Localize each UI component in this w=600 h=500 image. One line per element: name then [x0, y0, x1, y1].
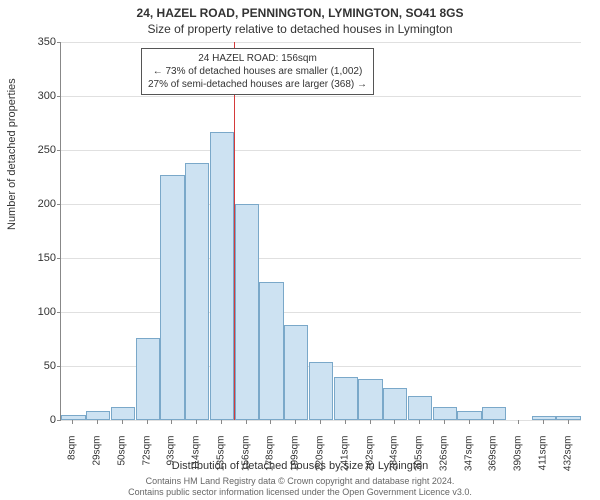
y-tick [57, 96, 61, 97]
x-tick [518, 420, 519, 424]
histogram-bar [284, 325, 308, 420]
histogram-bar [185, 163, 209, 420]
y-tick-label: 50 [16, 360, 56, 372]
gridline [61, 204, 581, 205]
footer-line2: Contains public sector information licen… [0, 487, 600, 498]
y-tick-label: 100 [16, 306, 56, 318]
y-tick [57, 258, 61, 259]
histogram-bar [556, 416, 580, 420]
histogram-bar [86, 411, 110, 420]
x-tick [469, 420, 470, 424]
x-tick [320, 420, 321, 424]
chart-footer: Contains HM Land Registry data © Crown c… [0, 476, 600, 498]
x-tick [270, 420, 271, 424]
x-tick [370, 420, 371, 424]
histogram-bar [235, 204, 259, 420]
histogram-bar [358, 379, 382, 420]
y-tick [57, 42, 61, 43]
x-tick [171, 420, 172, 424]
chart-title-sub: Size of property relative to detached ho… [0, 22, 600, 36]
y-tick-label: 200 [16, 198, 56, 210]
histogram-bar [136, 338, 160, 420]
gridline [61, 150, 581, 151]
gridline [61, 258, 581, 259]
y-tick-label: 250 [16, 144, 56, 156]
x-tick [419, 420, 420, 424]
x-axis-label: Distribution of detached houses by size … [0, 460, 600, 472]
x-tick [246, 420, 247, 424]
footer-line1: Contains HM Land Registry data © Crown c… [0, 476, 600, 487]
x-tick [97, 420, 98, 424]
histogram-bar [532, 416, 556, 420]
plot-area: 24 HAZEL ROAD: 156sqm ← 73% of detached … [60, 42, 581, 421]
y-tick-label: 0 [16, 414, 56, 426]
histogram-bar [259, 282, 283, 420]
gridline [61, 420, 581, 421]
histogram-bar [408, 396, 432, 420]
gridline [61, 312, 581, 313]
histogram-bar [383, 388, 407, 420]
histogram-bar [210, 132, 234, 420]
annotation-line3: 27% of semi-detached houses are larger (… [148, 78, 367, 91]
y-tick-label: 150 [16, 252, 56, 264]
y-tick [57, 312, 61, 313]
gridline [61, 96, 581, 97]
x-tick [221, 420, 222, 424]
x-tick [543, 420, 544, 424]
chart-title-main: 24, HAZEL ROAD, PENNINGTON, LYMINGTON, S… [0, 6, 600, 20]
y-tick [57, 204, 61, 205]
histogram-bar [111, 407, 135, 420]
histogram-bar [309, 362, 333, 420]
x-tick [122, 420, 123, 424]
histogram-bar [433, 407, 457, 420]
x-tick [493, 420, 494, 424]
annotation-line1: 24 HAZEL ROAD: 156sqm [148, 52, 367, 65]
x-tick [72, 420, 73, 424]
x-tick [295, 420, 296, 424]
y-tick [57, 366, 61, 367]
histogram-bar [160, 175, 184, 420]
reference-line [234, 42, 235, 420]
annotation-line2: ← 73% of detached houses are smaller (1,… [148, 65, 367, 78]
y-tick-label: 300 [16, 90, 56, 102]
y-tick [57, 150, 61, 151]
y-tick [57, 420, 61, 421]
x-tick [568, 420, 569, 424]
x-tick [394, 420, 395, 424]
gridline [61, 42, 581, 43]
annotation-box: 24 HAZEL ROAD: 156sqm ← 73% of detached … [141, 48, 374, 95]
histogram-bar [482, 407, 506, 420]
x-tick [196, 420, 197, 424]
histogram-bar [334, 377, 358, 420]
x-tick [444, 420, 445, 424]
x-tick [345, 420, 346, 424]
y-tick-label: 350 [16, 36, 56, 48]
x-tick [147, 420, 148, 424]
histogram-bar [457, 411, 481, 420]
